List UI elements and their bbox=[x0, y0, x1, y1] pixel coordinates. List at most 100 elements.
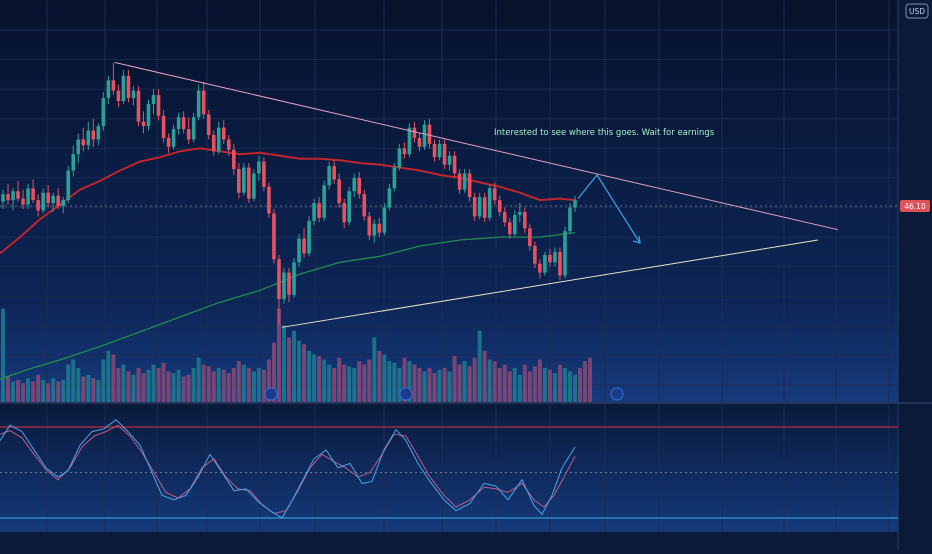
candle-body bbox=[402, 148, 407, 155]
oscillator bbox=[0, 419, 898, 519]
volume-bar bbox=[261, 369, 266, 402]
volume-bar bbox=[226, 373, 231, 402]
volume-bar bbox=[101, 359, 106, 402]
candle-body bbox=[533, 245, 537, 264]
candle-body bbox=[477, 197, 482, 217]
volume-bar bbox=[166, 371, 171, 402]
volume-bar bbox=[106, 351, 111, 402]
candle-body bbox=[292, 262, 296, 295]
candle-body bbox=[322, 185, 326, 218]
volume-bar bbox=[156, 368, 161, 402]
volume-bar bbox=[287, 337, 291, 402]
volume-bar bbox=[86, 374, 91, 402]
volume-bar bbox=[231, 368, 236, 402]
candle-body bbox=[6, 194, 10, 201]
volume-bar bbox=[402, 357, 407, 402]
volume-bar bbox=[557, 364, 562, 402]
volume-bar bbox=[26, 378, 31, 402]
volume-bar bbox=[201, 364, 206, 402]
resistance-trendline bbox=[114, 62, 839, 231]
volume-bar bbox=[317, 356, 322, 402]
candle-body bbox=[472, 197, 477, 217]
oscillator-pane-background bbox=[0, 404, 898, 532]
candle-body bbox=[41, 192, 45, 211]
volume-bar bbox=[447, 371, 452, 402]
candle-body bbox=[452, 155, 457, 174]
volume-bar bbox=[517, 374, 522, 402]
candle-body bbox=[538, 263, 542, 273]
volume-bar bbox=[216, 368, 221, 402]
candle-body bbox=[131, 90, 136, 99]
volume-bar bbox=[161, 362, 166, 402]
volume-bar bbox=[452, 356, 457, 402]
oscillator-main-line bbox=[0, 419, 576, 519]
candle-body bbox=[11, 191, 15, 201]
candle-body bbox=[568, 207, 572, 232]
volume-bar bbox=[66, 364, 71, 402]
projection-arrowhead bbox=[632, 235, 641, 244]
volume-bar bbox=[141, 373, 146, 402]
currency-badge[interactable]: USD bbox=[905, 3, 929, 19]
volume-bar bbox=[276, 308, 281, 402]
volume-bar bbox=[1, 308, 5, 402]
volume-bar bbox=[136, 368, 141, 402]
support-trendline bbox=[281, 239, 819, 328]
candle-body bbox=[447, 155, 452, 165]
candle-body bbox=[156, 95, 161, 116]
volume-bar bbox=[427, 368, 432, 402]
candle-body bbox=[116, 90, 121, 101]
volume-bar bbox=[61, 379, 66, 402]
volume-bar bbox=[131, 374, 136, 402]
candle-body bbox=[221, 127, 226, 140]
volume-bar bbox=[482, 351, 487, 402]
volume-bar bbox=[191, 368, 196, 402]
candle-body bbox=[86, 130, 91, 146]
candle-body bbox=[96, 126, 101, 140]
volume-bar bbox=[16, 379, 21, 402]
volume-bar bbox=[111, 354, 116, 402]
volume-bar bbox=[532, 366, 537, 402]
candle-body bbox=[216, 127, 221, 152]
candle-body bbox=[81, 139, 86, 146]
candle-body bbox=[442, 143, 447, 165]
candle-body bbox=[191, 117, 196, 140]
event-marker bbox=[399, 387, 413, 401]
volume-bar bbox=[342, 364, 347, 402]
candle-body bbox=[518, 211, 522, 215]
volume-bar bbox=[567, 371, 572, 402]
candle-body bbox=[51, 195, 55, 204]
volume-bar bbox=[372, 337, 377, 402]
candle-body bbox=[36, 200, 40, 211]
volume-bar bbox=[181, 376, 186, 402]
volume-bar bbox=[522, 364, 527, 402]
candle-body bbox=[367, 216, 372, 236]
volume-bar bbox=[31, 381, 36, 402]
candle-body bbox=[171, 129, 176, 147]
volume-bar bbox=[281, 325, 286, 402]
volume-bar bbox=[121, 364, 126, 402]
candle-body bbox=[232, 149, 236, 170]
trendlines[interactable] bbox=[114, 62, 839, 328]
candle-body bbox=[151, 95, 156, 104]
volume-bar bbox=[292, 330, 297, 402]
candle-body bbox=[312, 203, 316, 221]
volume-bar bbox=[251, 371, 256, 402]
chart-annotation[interactable]: Interested to see where this goes. Wait … bbox=[494, 128, 715, 138]
candle-body bbox=[422, 124, 427, 147]
candle-body bbox=[487, 188, 492, 218]
volume-bar bbox=[562, 368, 567, 402]
volume-bar bbox=[537, 359, 542, 402]
volume-bar bbox=[151, 364, 156, 402]
volume-bar bbox=[96, 379, 101, 402]
candle-body bbox=[186, 129, 191, 140]
volume-bar bbox=[171, 373, 176, 402]
volume-bar bbox=[583, 361, 588, 402]
candle-body bbox=[497, 200, 502, 212]
candle-body bbox=[302, 238, 306, 254]
candle-body bbox=[106, 80, 111, 99]
candle-body bbox=[528, 228, 532, 246]
volume-bar bbox=[487, 359, 492, 402]
volume-bar bbox=[266, 359, 271, 402]
volume-bar bbox=[176, 369, 181, 402]
